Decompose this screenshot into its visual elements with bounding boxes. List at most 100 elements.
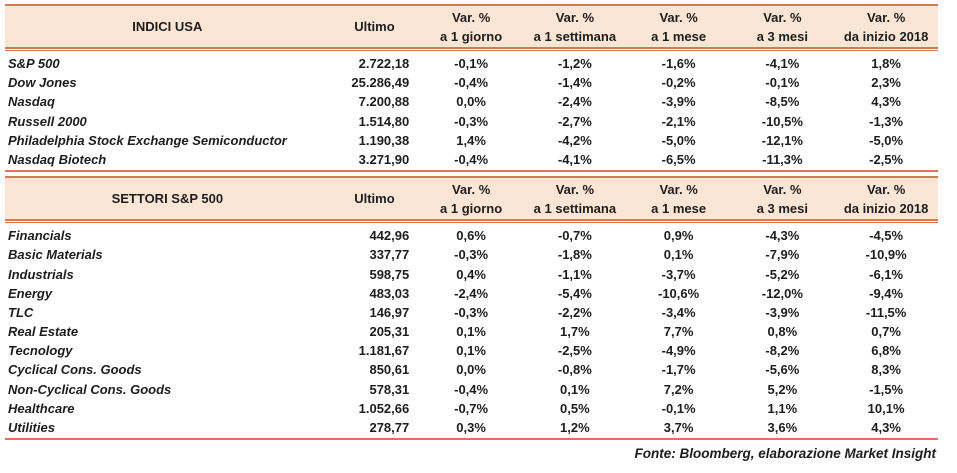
var-percent-cell: 0,1% (456, 324, 486, 340)
table-row: Industrials 598,75 0,4% -1,1% -3,7% -5,2% -6,1… (5, 265, 938, 284)
ultimo-value-cell: 442,96 (369, 228, 410, 244)
col-header-var: Var. % da inizio 2018 (834, 8, 938, 46)
var-percent-cell: -2,7% (557, 113, 592, 129)
var-percent-cell: -0,3% (454, 247, 489, 263)
var-percent-cell: 0,1% (663, 247, 694, 263)
var-percent-cell: -11,3% (762, 151, 803, 167)
var-percent-cell: -0,1% (661, 400, 696, 416)
var-percent-cell: -12,0% (761, 285, 803, 301)
var-percent-cell: -4,3% (765, 228, 800, 244)
table-row: Philadelphia Stock Exchange Semiconducto… (5, 131, 938, 150)
var-percent-cell: 0,6% (456, 228, 486, 244)
row-name-cell: Healthcare (8, 400, 75, 416)
var-percent-cell: -0,7% (454, 400, 489, 416)
ultimo-value-cell: 3.271,90 (358, 151, 410, 167)
var-percent-cell: -1,7% (661, 362, 696, 378)
ultimo-value-cell: 1.052,66 (358, 400, 410, 416)
var-percent-cell: -1,1% (557, 266, 592, 282)
var-percent-cell: -1,3% (869, 113, 904, 129)
var-percent-cell: -0,8% (557, 362, 592, 378)
var-percent-cell: 0,3% (456, 420, 486, 435)
ultimo-value-cell: 146,97 (369, 304, 410, 320)
var-percent-cell: 0,7% (871, 324, 901, 340)
col-header-var-line1: Var. % (659, 181, 698, 197)
var-percent-cell: 5,2% (767, 381, 798, 397)
var-percent-cell: 0,8% (767, 324, 798, 340)
table-row: S&P 500 2.722,18 -0,1% -1,2% -1,6% -4,1% 1,8% (5, 54, 938, 73)
var-percent-cell: 8,3% (871, 362, 901, 378)
var-percent-cell: 4,3% (871, 420, 901, 435)
var-percent-cell: -5,4% (557, 285, 592, 301)
table-row: Basic Materials 337,77 -0,3% -1,8% 0,1% -7,9%… (5, 245, 938, 264)
row-name-cell: Energy (8, 285, 53, 301)
settori-body: Financials 442,96 0,6% -0,7% 0,9% -4,3% -4,5% B… (5, 226, 938, 437)
col-header-var-line2: a 1 giorno (440, 200, 503, 216)
col-header-var: Var. % a 1 giorno (419, 8, 523, 46)
col-header-var: Var. % a 1 giorno (419, 180, 523, 218)
var-percent-cell: 0,0% (456, 362, 486, 378)
col-header-ultimo: Ultimo (354, 19, 395, 34)
ultimo-value-cell: 1.514,80 (358, 113, 410, 129)
row-name-cell: Utilities (8, 420, 55, 435)
var-percent-cell: -8,2% (765, 343, 800, 359)
settori-sp500-table: SETTORI S&P 500 Ultimo Var. % a 1 giorno V… (5, 176, 938, 441)
table-row: Utilities 278,77 0,3% 1,2% 3,7% 3,6% 4,3% (5, 418, 938, 437)
var-percent-cell: -1,8% (557, 247, 592, 263)
row-name-cell: Russell 2000 (8, 113, 87, 129)
ultimo-value-cell: 25.286,49 (351, 75, 410, 91)
table-row: Tecnology 1.181,67 0,1% -2,5% -4,9% -8,2% 6,8% (5, 341, 938, 360)
var-percent-cell: -4,1% (557, 151, 592, 167)
source-note: Fonte: Bloomberg, elaborazione Market In… (634, 446, 936, 462)
var-percent-cell: -4,2% (557, 132, 592, 148)
row-name-cell: Financials (8, 228, 72, 244)
var-percent-cell: 6,8% (871, 343, 901, 359)
table-row: Non-Cyclical Cons. Goods 578,31 -0,4% 0,1% 7… (5, 380, 938, 399)
table-row: Nasdaq 7.200,88 0,0% -2,4% -3,9% -8,5% 4,3% (5, 92, 938, 111)
var-percent-cell: 0,5% (560, 400, 590, 416)
col-header-var: Var. % a 1 settimana (523, 8, 627, 46)
col-header-var: Var. % a 1 mese (627, 8, 731, 46)
row-name-cell: Nasdaq Biotech (8, 151, 107, 167)
var-percent-cell: -7,9% (765, 247, 800, 263)
var-percent-cell: -6,5% (661, 151, 696, 167)
ultimo-value-cell: 850,61 (369, 362, 410, 378)
table-row: Russell 2000 1.514,80 -0,3% -2,7% -2,1% -10,5… (5, 112, 938, 131)
var-percent-cell: 1,8% (871, 56, 901, 71)
col-header-var-line1: Var. % (866, 181, 906, 197)
var-percent-cell: -1,4% (557, 75, 592, 91)
table-row: Real Estate 205,31 0,1% 1,7% 7,7% 0,8% 0,7% (5, 322, 938, 341)
var-percent-cell: -3,4% (661, 304, 696, 320)
col-header-var-line2: a 1 settimana (533, 200, 617, 216)
ultimo-value-cell: 578,31 (369, 381, 410, 397)
table-row: Dow Jones 25.286,49 -0,4% -1,4% -0,2% -0,1% 2,… (5, 73, 938, 92)
var-percent-cell: -0,4% (454, 151, 489, 167)
row-name-cell: Real Estate (8, 324, 79, 340)
col-header-var-line1: Var. % (866, 9, 906, 25)
col-header-var-line2: a 1 mese (651, 28, 707, 44)
var-percent-cell: -0,1% (765, 75, 800, 91)
var-percent-cell: -9,4% (869, 285, 904, 301)
var-percent-cell: -4,1% (765, 56, 800, 71)
col-header-var-line2: a 3 mesi (756, 200, 809, 216)
col-header-var-line2: a 1 settimana (533, 28, 617, 44)
row-name-cell: Tecnology (8, 343, 73, 359)
ultimo-value-cell: 2.722,18 (358, 56, 410, 71)
col-header-var-line2: a 1 giorno (440, 28, 503, 44)
row-name-cell: Dow Jones (8, 75, 77, 91)
var-percent-cell: -4,9% (661, 343, 696, 359)
var-percent-cell: -10,5% (761, 113, 803, 129)
var-percent-cell: -0,4% (454, 381, 489, 397)
indici-usa-table: INDICI USA Ultimo Var. % a 1 giorno Var. %… (5, 4, 938, 173)
col-header-var-line2: a 1 mese (651, 200, 707, 216)
var-percent-cell: -3,9% (661, 94, 696, 110)
table-title-indici-usa: INDICI USA (132, 19, 203, 34)
var-percent-cell: -1,5% (869, 381, 904, 397)
row-name-cell: S&P 500 (8, 56, 60, 71)
var-percent-cell: -11,5% (865, 304, 907, 320)
var-percent-cell: 7,7% (663, 324, 694, 340)
var-percent-cell: -5,0% (661, 132, 696, 148)
col-header-ultimo: Ultimo (354, 191, 395, 207)
var-percent-cell: 10,1% (867, 400, 905, 416)
var-percent-cell: -2,4% (557, 94, 592, 110)
col-header-var-line1: Var. % (555, 181, 595, 197)
